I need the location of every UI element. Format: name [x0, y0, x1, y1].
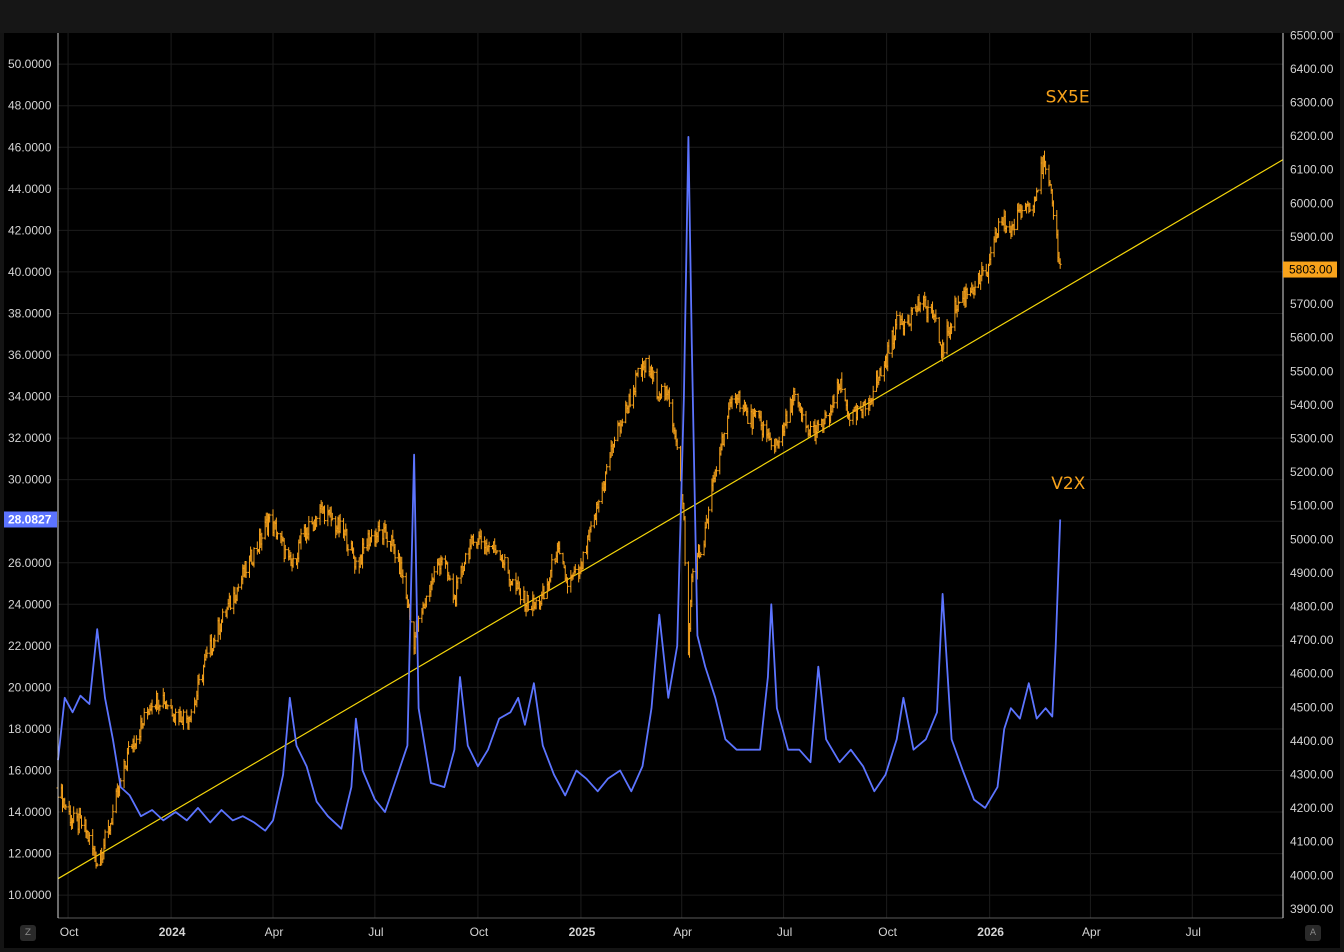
right-axis-tick-label: 5200.00 [1290, 465, 1334, 479]
right-axis-tick-label: 4000.00 [1290, 868, 1334, 882]
x-axis-tick-label: Jul [1186, 925, 1201, 939]
right-axis-tick-label: 5100.00 [1290, 499, 1334, 513]
x-axis-tick-label: 2025 [569, 925, 596, 939]
left-axis-tick-label: 46.0000 [8, 140, 52, 154]
grid [58, 33, 1283, 918]
left-axis-tick-label: 14.0000 [8, 805, 52, 819]
x-axis-tick-label: Jul [368, 925, 383, 939]
left-axis-tick-label: 20.0000 [8, 680, 52, 694]
x-axis-tick-label: 2026 [977, 925, 1004, 939]
chart-background [4, 33, 1340, 918]
sx5e-last-value-badge [1283, 261, 1337, 278]
right-axis-tick-label: 6000.00 [1290, 196, 1334, 210]
right-axis-tick-label: 5600.00 [1290, 331, 1334, 345]
x-axis-tick-label: Apr [673, 925, 692, 939]
x-axis: Oct 2024 Apr Jul Oct 2025 Apr Jul Oct 2026 Apr Jul [60, 925, 1201, 939]
left-axis-tick-label: 38.0000 [8, 306, 52, 320]
right-axis-tick-label: 4200.00 [1290, 801, 1334, 815]
left-axis-tick-label: 30.0000 [8, 473, 52, 487]
sx5e-series [56, 150, 1062, 869]
x-axis-tick-label: Oct [878, 925, 897, 939]
right-axis-tick-label: 5900.00 [1290, 230, 1334, 244]
left-axis-tick-label: 22.0000 [8, 639, 52, 653]
x-axis-tick-label: Oct [470, 925, 489, 939]
trendline-layer [57, 159, 1284, 880]
v2x-last-value-label: 28.0827 [8, 512, 52, 526]
x-axis-tick-label: Apr [1082, 925, 1101, 939]
left-axis-tick-label: 24.0000 [8, 597, 52, 611]
right-axis-tick-label: 4900.00 [1290, 566, 1334, 580]
right-axis-tick-label: 4700.00 [1290, 633, 1334, 647]
left-axis-tick-label: 26.0000 [8, 556, 52, 570]
x-axis-background [4, 918, 1340, 948]
right-axis-tick-label: 5300.00 [1290, 432, 1334, 446]
right-axis-tick-label: 4400.00 [1290, 734, 1334, 748]
last-value-badges: 28.0827 5803.00 [4, 261, 1337, 528]
left-axis-tick-label: 34.0000 [8, 390, 52, 404]
trendline [57, 159, 1284, 880]
left-axis-tick-label: 48.0000 [8, 99, 52, 113]
left-axis-tick-label: 16.0000 [8, 764, 52, 778]
x-axis-tick-label: Jul [777, 925, 792, 939]
sx5e-last-value-label: 5803.00 [1289, 263, 1333, 277]
right-axis-tick-label: 4100.00 [1290, 835, 1334, 849]
left-axis-tick-label: 50.0000 [8, 57, 52, 71]
right-axis-tick-label: 4800.00 [1290, 600, 1334, 614]
right-axis-tick-label: 5500.00 [1290, 364, 1334, 378]
right-axis-tick-label: 4500.00 [1290, 700, 1334, 714]
right-axis-tick-label: 6400.00 [1290, 62, 1334, 76]
right-axis-tick-label: 4300.00 [1290, 768, 1334, 782]
x-axis-tick-label: 2024 [159, 925, 186, 939]
v2x-line [57, 136, 1062, 832]
left-axis-tick-label: 36.0000 [8, 348, 52, 362]
annotation-layer: SX5E V2X [1046, 88, 1090, 494]
left-axis-tick-label: 44.0000 [8, 182, 52, 196]
right-axis-tick-label: 6100.00 [1290, 163, 1334, 177]
right-axis-tick-label: 6300.00 [1290, 96, 1334, 110]
right-axis-tick-label: 3900.00 [1290, 902, 1334, 916]
left-axis-tick-label: 12.0000 [8, 847, 52, 861]
right-axis-tick-label: 5000.00 [1290, 532, 1334, 546]
x-axis-tick-label: Oct [60, 925, 79, 939]
top-toolbar [0, 0, 1344, 33]
right-axis-tick-label: 5400.00 [1290, 398, 1334, 412]
series-label-sx5e: SX5E [1046, 88, 1090, 108]
left-axis: 10.0000 12.0000 14.0000 16.0000 18.0000 20.00… [8, 57, 52, 902]
right-axis-tick-label: 4600.00 [1290, 667, 1334, 681]
left-axis-tick-label: 18.0000 [8, 722, 52, 736]
left-axis-tick-label: 10.0000 [8, 888, 52, 902]
right-axis-tick-label: 5700.00 [1290, 297, 1334, 311]
right-axis-tick-label: 6200.00 [1290, 129, 1334, 143]
right-axis: 3900.00 4000.00 4100.00 4200.00 4300.00 4400.… [1290, 28, 1334, 916]
v2x-last-value-badge [4, 511, 57, 528]
left-axis-tick-label: 32.0000 [8, 431, 52, 445]
series-label-v2x: V2X [1051, 474, 1085, 494]
left-axis-tick-label: 42.0000 [8, 223, 52, 237]
left-axis-tick-label: 40.0000 [8, 265, 52, 279]
auto-scale-button[interactable]: A [1305, 925, 1321, 941]
x-axis-tick-label: Apr [265, 925, 284, 939]
right-axis-tick-label: 6500.00 [1290, 28, 1334, 42]
scale-button-left[interactable]: Z [20, 925, 36, 941]
v2x-series [57, 136, 1062, 832]
